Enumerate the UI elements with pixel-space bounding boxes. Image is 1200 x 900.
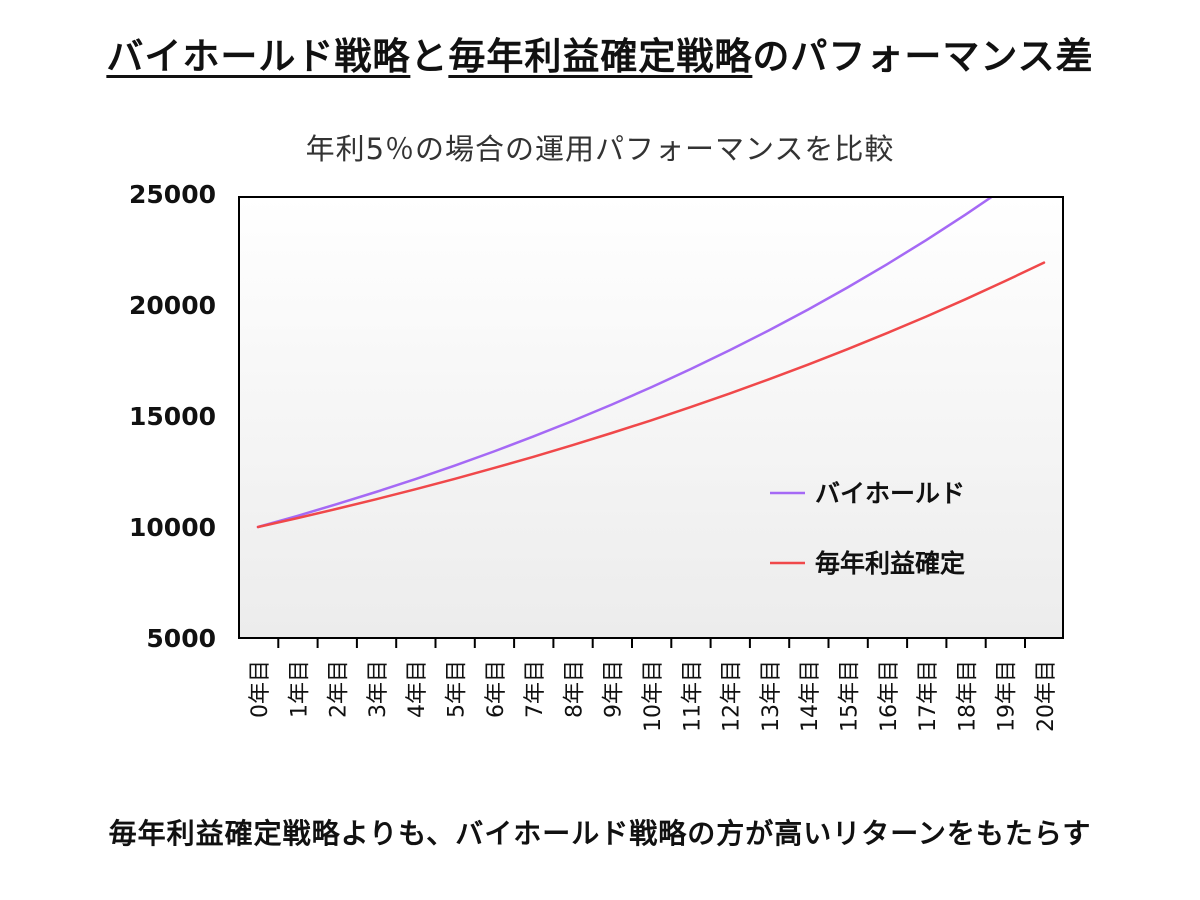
- x-tick-label: 2年目: [327, 660, 352, 718]
- x-tick-label: 12年目: [720, 660, 745, 732]
- x-tick-label: 3年目: [366, 660, 391, 718]
- x-tick-label: 20年目: [1034, 660, 1059, 732]
- y-tick-label: 20000: [129, 291, 216, 320]
- y-tick-label: 5000: [146, 624, 216, 653]
- x-tick-label: 17年目: [916, 660, 941, 732]
- x-tick-label: 18年目: [955, 660, 980, 732]
- title-conjunction: と: [410, 35, 449, 78]
- annual-profit-series-line: [256, 261, 1046, 529]
- x-tick-label: 7年目: [523, 660, 548, 718]
- x-tick-label: 4年目: [405, 660, 430, 718]
- title-suffix: のパフォーマンス差: [752, 35, 1094, 78]
- y-tick-label: 15000: [129, 402, 216, 431]
- plot-area: [239, 197, 1063, 638]
- conclusion-text: 毎年利益確定戦略よりも、バイホールド戦略の方が高いリターンをもたらす: [108, 817, 1092, 850]
- x-tick-label: 19年目: [995, 660, 1020, 732]
- page-title: バイホールド戦略と毎年利益確定戦略のパフォーマンス差: [0, 26, 1200, 80]
- x-tick-label: 0年目: [248, 660, 273, 718]
- x-tick-label: 14年目: [798, 660, 823, 732]
- x-tick-label: 5年目: [445, 660, 470, 718]
- x-tick-label: 11年目: [680, 660, 705, 732]
- x-tick-label: 8年目: [562, 660, 587, 718]
- plot-frame: [238, 196, 1064, 639]
- x-tick-label: 16年目: [877, 660, 902, 732]
- x-tick-label: 10年目: [641, 660, 666, 732]
- y-tick-label: 10000: [129, 513, 216, 542]
- y-tick-label: 25000: [129, 180, 216, 209]
- title-buy-hold-strategy: バイホールド戦略: [106, 35, 411, 78]
- x-tick-label: 15年目: [838, 660, 863, 732]
- x-tick-label: 13年目: [759, 660, 784, 732]
- buy-hold-series-line: [256, 198, 993, 529]
- x-tick-label: 1年目: [287, 660, 312, 718]
- legend-buy-hold-label: バイホールド: [815, 479, 965, 508]
- x-tick-label: 6年目: [484, 660, 509, 718]
- title-annual-profit-strategy: 毎年利益確定戦略: [448, 35, 753, 78]
- x-tick-label: 9年目: [602, 660, 627, 718]
- legend-annual-profit-label: 毎年利益確定: [815, 549, 965, 578]
- chart-title: 年利5％の場合の運用パフォーマンスを比較: [306, 132, 895, 166]
